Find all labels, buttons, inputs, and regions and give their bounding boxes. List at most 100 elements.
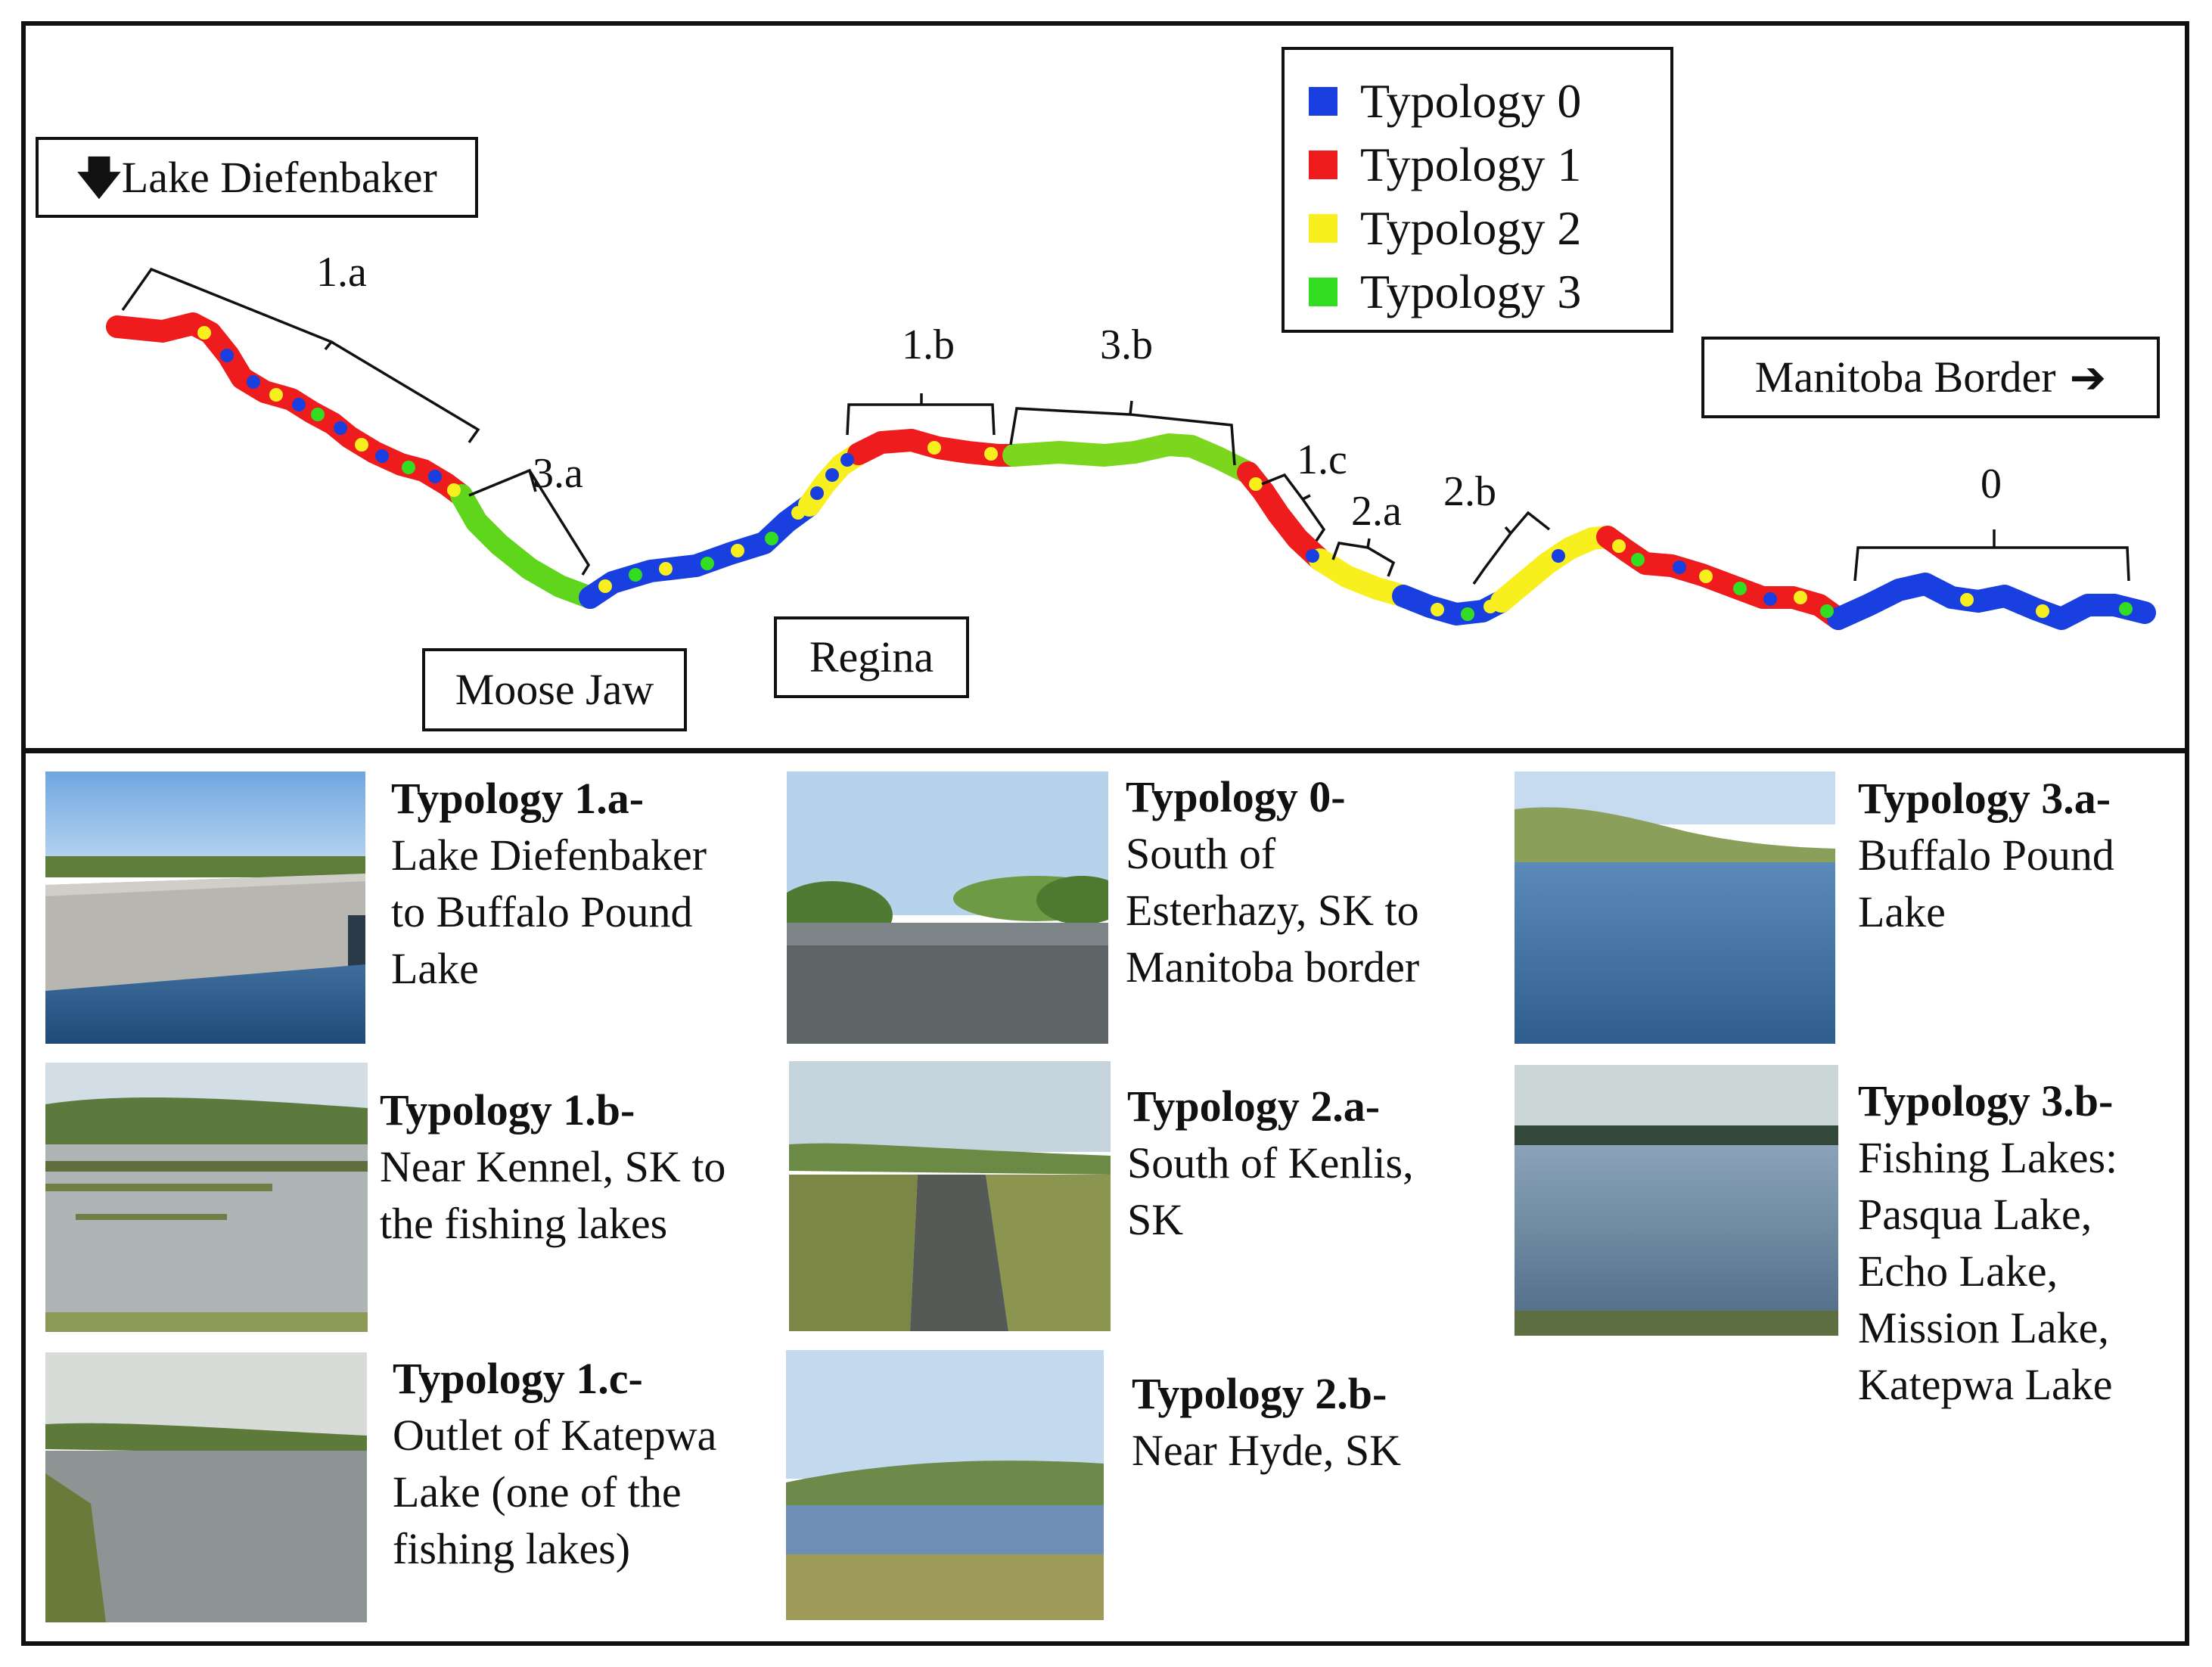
segment-label-0: 0 [1981, 461, 2002, 508]
river-speckle [2036, 604, 2049, 618]
river-speckle [731, 544, 744, 557]
lake-diefenbaker-label: Lake Diefenbaker [121, 152, 437, 202]
bracket-3a [468, 468, 591, 576]
caption-line: Manitoba border [1126, 942, 1420, 992]
river-speckle [292, 398, 306, 411]
river-speckles [197, 326, 2133, 621]
legend-label: Typology 2 [1360, 201, 1582, 255]
bracket-2a [1331, 538, 1396, 577]
segment-label-2b: 2.b [1443, 468, 1496, 515]
river-segment-2a [1309, 548, 1415, 607]
caption-typology-3a: Typology 3.a- Buffalo Pound Lake [1858, 770, 2114, 940]
river-speckle [810, 486, 824, 500]
caption-line: South of [1126, 829, 1276, 878]
caption-title: Typology 1.b- [380, 1085, 635, 1135]
caption-line: to Buffalo Pound [391, 887, 693, 936]
bracket-0 [1853, 529, 2130, 582]
river-speckle [659, 562, 673, 576]
regina-label: Regina [809, 632, 934, 681]
caption-typology-3b: Typology 3.b- Fishing Lakes: Pasqua Lake… [1858, 1073, 2117, 1413]
river-speckle [765, 532, 778, 545]
river-speckle [447, 483, 461, 497]
caption-line: SK [1127, 1195, 1184, 1244]
caption-title: Typology 2.a- [1127, 1082, 1381, 1131]
photo-typology-1a [45, 771, 365, 1044]
caption-line: Near Hyde, SK [1132, 1426, 1401, 1475]
legend-item-typology-1: Typology 1 [1309, 133, 1670, 197]
legend-item-typology-2: Typology 2 [1309, 197, 1670, 260]
river-speckle [1673, 560, 1686, 574]
river-speckle [840, 453, 854, 467]
segment-label-1c: 1.c [1297, 436, 1347, 483]
bracket-1a [121, 267, 480, 444]
river-speckle [1461, 607, 1474, 621]
river-speckle [355, 438, 368, 452]
caption-title: Typology 3.a- [1858, 774, 2111, 823]
photo-typology-3a [1515, 771, 1835, 1044]
caption-title: Typology 3.b- [1858, 1076, 2114, 1125]
river-speckle [269, 388, 283, 402]
panel-divider [21, 748, 2189, 753]
bracket-1c [1261, 473, 1326, 542]
river-speckle [1820, 604, 1834, 618]
caption-typology-2b: Typology 2.b- Near Hyde, SK [1132, 1365, 1401, 1479]
bracket-3b [1009, 400, 1236, 466]
river-speckle [197, 326, 211, 340]
legend-item-typology-0: Typology 0 [1309, 70, 1670, 133]
legend-swatch [1309, 278, 1337, 306]
river-speckle [598, 579, 612, 593]
manitoba-border-label: Manitoba Border [1754, 352, 2056, 402]
segment-label-3b: 3.b [1100, 321, 1153, 368]
regina-box: Regina [774, 616, 969, 698]
river-speckle [984, 447, 998, 461]
arrow-right-icon: ➔ [2069, 352, 2107, 403]
river-speckle [1249, 477, 1263, 491]
river-speckle [1552, 549, 1565, 563]
caption-title: Typology 1.a- [391, 774, 645, 823]
river-segment-0-west [579, 494, 821, 609]
river-segment-3a [450, 484, 601, 609]
caption-title: Typology 0- [1126, 772, 1346, 821]
legend-label: Typology 0 [1360, 74, 1582, 128]
caption-line: the fishing lakes [380, 1199, 668, 1248]
river-speckle [1960, 593, 1974, 607]
river-speckle [1408, 594, 1421, 608]
legend: Typology 0 Typology 1 Typology 2 Typolog… [1282, 47, 1673, 333]
river-speckle [1306, 549, 1319, 563]
legend-label: Typology 1 [1360, 138, 1582, 191]
photo-typology-3b [1515, 1065, 1838, 1336]
river-speckle [311, 408, 325, 421]
legend-label: Typology 3 [1360, 265, 1582, 318]
river-speckle [1763, 592, 1777, 606]
river-map [106, 267, 2156, 630]
caption-title: Typology 1.c- [393, 1354, 643, 1403]
river-speckle [1733, 582, 1747, 595]
caption-typology-1c: Typology 1.c- Outlet of Katepwa Lake (on… [393, 1350, 716, 1577]
caption-typology-0: Typology 0- South of Esterhazy, SK to Ma… [1126, 768, 1419, 995]
river-speckle [1699, 570, 1713, 583]
river-speckle [220, 349, 234, 362]
bracket-1b [846, 393, 996, 436]
river-speckle [1612, 539, 1626, 553]
segment-label-1b: 1.b [902, 321, 955, 368]
river-segment-0 [1827, 573, 2156, 630]
river-speckle [375, 449, 389, 463]
caption-line: Lake [1858, 887, 1946, 936]
arrow-down-icon: 🡇 [76, 151, 122, 203]
river-segment-2b [1490, 526, 1619, 613]
caption-line: Near Kennel, SK to [380, 1142, 726, 1191]
legend-swatch [1309, 214, 1337, 243]
caption-line: fishing lakes) [393, 1524, 631, 1573]
river-speckle [2119, 602, 2133, 616]
river-speckle [1631, 553, 1645, 567]
river-speckle [791, 506, 805, 520]
manitoba-border-box: Manitoba Border ➔ [1701, 337, 2160, 418]
segment-label-3a: 3.a [533, 450, 583, 497]
legend-swatch [1309, 87, 1337, 116]
caption-line: Lake Diefenbaker [391, 830, 707, 880]
photo-typology-1c [45, 1352, 367, 1622]
legend-swatch [1309, 151, 1337, 179]
river-speckle [701, 557, 714, 570]
river-speckle [334, 421, 347, 435]
figure-frame [21, 21, 2189, 1646]
